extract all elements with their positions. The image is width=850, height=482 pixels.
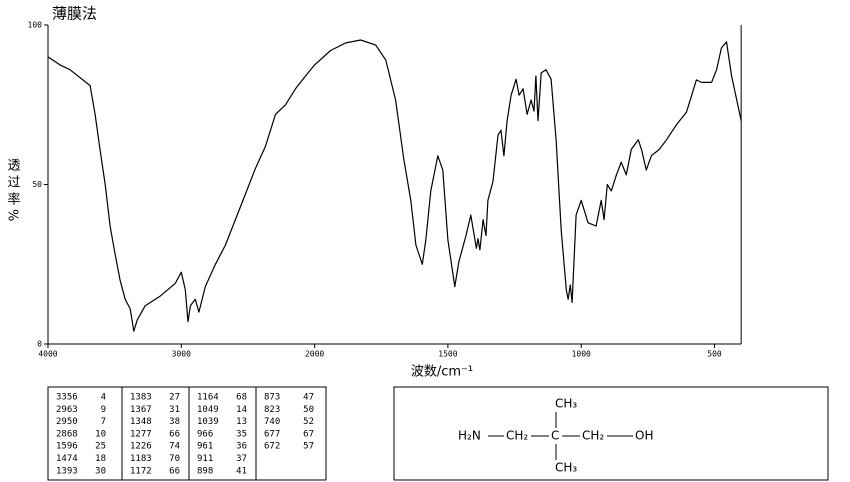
- x-tick-label: 1000: [572, 350, 591, 359]
- atom-label: H₂N: [458, 429, 481, 443]
- x-axis-label: 波数/cm⁻¹: [411, 365, 473, 380]
- peak-wavenumber: 1474: [56, 454, 78, 464]
- peak-wavenumber: 961: [197, 442, 213, 452]
- peak-wavenumber: 740: [264, 417, 280, 427]
- peak-transmittance: 50: [303, 405, 314, 415]
- peak-wavenumber: 966: [197, 429, 213, 439]
- peak-transmittance: 18: [95, 454, 106, 464]
- peak-transmittance: 52: [303, 417, 314, 427]
- peak-wavenumber: 677: [264, 429, 280, 439]
- peak-wavenumber: 1596: [56, 442, 78, 452]
- atom-label: CH₃: [555, 461, 577, 475]
- atom-label: CH₂: [506, 429, 528, 443]
- x-tick-label: 1500: [438, 350, 457, 359]
- peak-wavenumber: 2963: [56, 405, 78, 415]
- peak-wavenumber: 1348: [130, 417, 152, 427]
- atom-label: C: [551, 429, 559, 443]
- peak-wavenumber: 911: [197, 454, 213, 464]
- y-tick-label: 100: [28, 21, 43, 30]
- peak-wavenumber: 1383: [130, 393, 152, 403]
- atom-label: OH: [635, 429, 653, 443]
- y-axis-label: 透过率%: [5, 158, 21, 225]
- peak-transmittance: 57: [303, 442, 314, 452]
- peak-transmittance: 68: [236, 393, 247, 403]
- chart-title: 薄膜法: [52, 5, 97, 23]
- peak-transmittance: 9: [101, 405, 106, 415]
- peak-transmittance: 47: [303, 393, 314, 403]
- atom-label: CH₃: [555, 397, 577, 411]
- peak-wavenumber: 898: [197, 466, 213, 476]
- peak-transmittance: 41: [236, 466, 247, 476]
- atom-label: CH₂: [582, 429, 604, 443]
- structure-frame: [393, 386, 829, 481]
- peak-wavenumber: 2950: [56, 417, 78, 427]
- peak-transmittance: 25: [95, 442, 106, 452]
- peak-transmittance: 13: [236, 417, 247, 427]
- peak-transmittance: 36: [236, 442, 247, 452]
- peak-wavenumber: 1172: [130, 466, 152, 476]
- peak-transmittance: 66: [169, 466, 180, 476]
- structure: H₂N CH₂ C CH₂ OH CH₃ CH₃: [393, 386, 829, 481]
- x-tick-label: 500: [707, 350, 722, 359]
- peak-transmittance: 35: [236, 429, 247, 439]
- peak-wavenumber: 823: [264, 405, 280, 415]
- peak-wavenumber: 1039: [197, 417, 219, 427]
- x-tick-label: 2000: [305, 350, 324, 359]
- peak-transmittance: 14: [236, 405, 247, 415]
- peak-transmittance: 10: [95, 429, 106, 439]
- peak-wavenumber: 3356: [56, 393, 78, 403]
- x-tick-label: 3000: [172, 350, 191, 359]
- peak-transmittance: 38: [169, 417, 180, 427]
- table-frame: [47, 386, 327, 481]
- peak-wavenumber: 1277: [130, 429, 152, 439]
- peak-wavenumber: 1393: [56, 466, 78, 476]
- peak-wavenumber: 672: [264, 442, 280, 452]
- peak-transmittance: 27: [169, 393, 180, 403]
- peak-transmittance: 70: [169, 454, 180, 464]
- x-tick-label: 4000: [38, 350, 57, 359]
- peak-wavenumber: 1183: [130, 454, 152, 464]
- peak-wavenumber: 873: [264, 393, 280, 403]
- y-tick-label: 0: [37, 340, 42, 349]
- peak-transmittance: 66: [169, 429, 180, 439]
- peak-transmittance: 30: [95, 466, 106, 476]
- peak-transmittance: 4: [101, 393, 106, 403]
- peak-wavenumber: 2868: [56, 429, 78, 439]
- peak-transmittance: 67: [303, 429, 314, 439]
- peak-transmittance: 37: [236, 454, 247, 464]
- peak-wavenumber: 1164: [197, 393, 219, 403]
- spectrum-line: [47, 39, 742, 332]
- peak-wavenumber: 1049: [197, 405, 219, 415]
- peak-transmittance: 74: [169, 442, 180, 452]
- peak-transmittance: 31: [169, 405, 180, 415]
- peak-wavenumber: 1367: [130, 405, 152, 415]
- peak-wavenumber: 1226: [130, 442, 152, 452]
- peak-transmittance: 7: [101, 417, 106, 427]
- y-tick-label: 50: [32, 180, 42, 189]
